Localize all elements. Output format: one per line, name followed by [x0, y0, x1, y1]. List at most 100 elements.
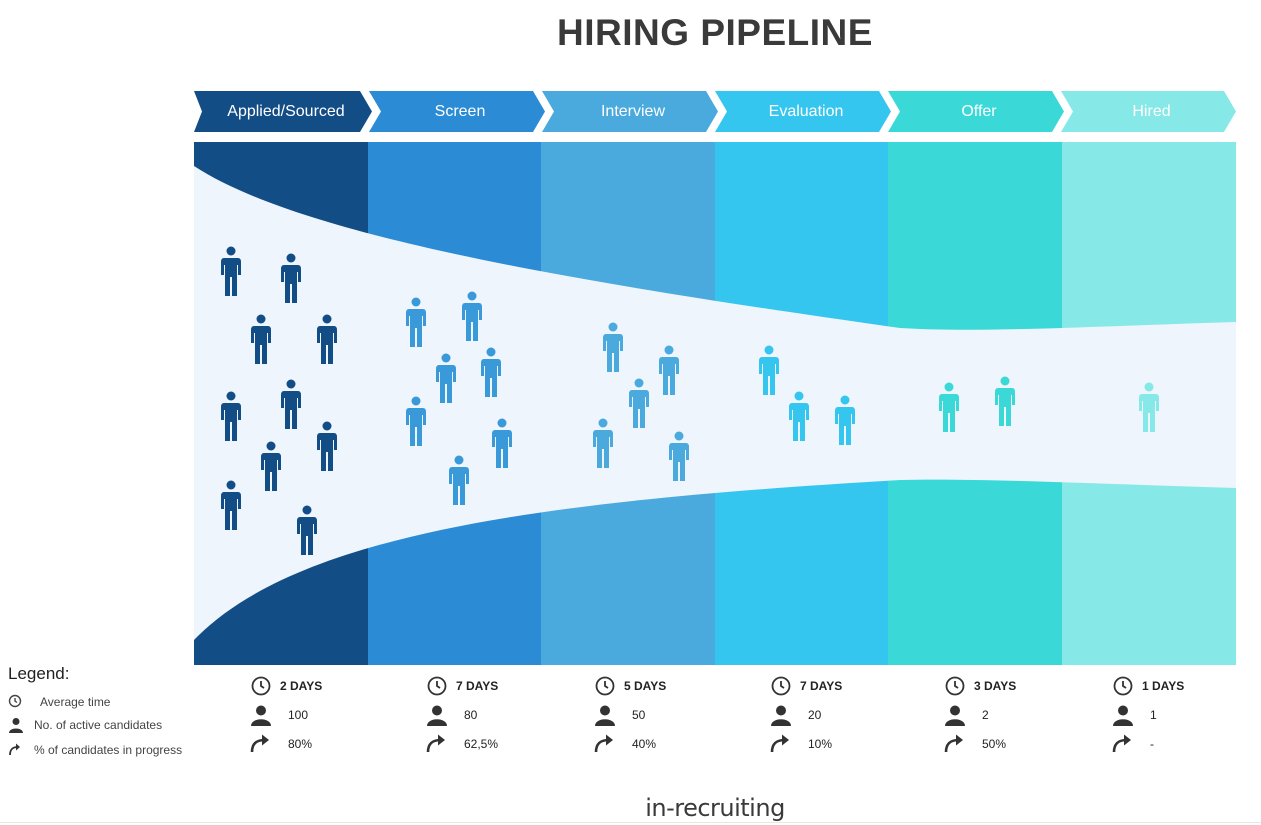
logo: in-recruiting [645, 794, 785, 822]
candidate-person-icon [436, 353, 456, 403]
candidate-person-icon [759, 345, 779, 395]
legend-title: Legend: [8, 664, 70, 683]
clock-icon [426, 675, 452, 697]
stat-progress: 80% [250, 733, 312, 755]
stage-arrow-screen: Screen [369, 91, 545, 132]
divider [0, 822, 1261, 823]
candidate-person-icon [481, 347, 501, 397]
page-title: HIRING PIPELINE [557, 12, 873, 53]
stat-value: 40% [632, 737, 657, 751]
person-icon [250, 704, 276, 726]
stat-value: 1 [1150, 708, 1157, 722]
candidate-person-icon [406, 297, 426, 347]
candidate-person-icon [593, 418, 613, 468]
stat-value: 80 [464, 708, 478, 722]
stage-label: Offer [961, 102, 997, 120]
stat-time: 7 DAYS [770, 675, 842, 697]
clock-icon [944, 675, 970, 697]
stage-arrow-hired: Hired [1061, 91, 1236, 132]
stage-label: Evaluation [768, 102, 844, 120]
candidate-person-icon [317, 421, 337, 471]
stat-value: 62,5% [464, 737, 499, 751]
stage-arrow-interview: Interview [542, 91, 718, 132]
clock-icon [594, 675, 620, 697]
candidate-person-icon [297, 505, 317, 555]
stat-value: 50% [982, 737, 1007, 751]
legend-text: No. of active candidates [34, 718, 163, 732]
stat-value: 1 DAYS [1142, 679, 1185, 693]
clock-icon [250, 675, 276, 697]
stat-progress: - [1112, 733, 1154, 755]
person-icon [770, 704, 796, 726]
stat-value: 20 [808, 708, 822, 722]
candidate-person-icon [221, 246, 241, 296]
stat-value: - [1150, 737, 1154, 751]
stat-value: 3 DAYS [974, 679, 1017, 693]
stage-label: Interview [600, 102, 666, 120]
candidate-person-icon [789, 391, 809, 441]
candidate-person-icon [317, 314, 337, 364]
stat-time: 1 DAYS [1112, 675, 1184, 697]
candidate-person-icon [659, 345, 679, 395]
candidate-person-icon [281, 253, 301, 303]
share-arrow-icon [594, 733, 620, 755]
share-arrow-icon [944, 733, 970, 755]
stat-active: 50 [594, 704, 645, 726]
clock-icon [770, 675, 796, 697]
stat-value: 5 DAYS [624, 679, 667, 693]
stage-label: Hired [1132, 102, 1171, 120]
candidate-person-icon [221, 480, 241, 530]
person-icon [426, 704, 452, 726]
person-icon [1112, 704, 1138, 726]
stat-progress: 62,5% [426, 733, 498, 755]
candidate-person-icon [629, 378, 649, 428]
candidate-person-icon [462, 291, 482, 341]
candidate-person-icon [1139, 382, 1159, 432]
stat-time: 7 DAYS [426, 675, 498, 697]
candidate-person-icon [251, 314, 271, 364]
candidate-person-icon [281, 379, 301, 429]
stat-value: 50 [632, 708, 646, 722]
stat-value: 7 DAYS [456, 679, 499, 693]
clock-icon [8, 694, 30, 711]
stat-active: 80 [426, 704, 477, 726]
share-arrow-icon [770, 733, 796, 755]
stat-active: 100 [250, 704, 308, 726]
legend-item-time: Average time [8, 694, 190, 711]
stat-value: 2 [982, 708, 989, 722]
candidate-person-icon [603, 322, 623, 372]
person-icon [594, 704, 620, 726]
legend-item-active: No. of active candidates [8, 717, 190, 736]
stage-label: Applied/Sourced [227, 102, 345, 120]
stat-active: 20 [770, 704, 821, 726]
candidate-person-icon [406, 396, 426, 446]
stat-value: 10% [808, 737, 833, 751]
stat-progress: 10% [770, 733, 832, 755]
stat-time: 5 DAYS [594, 675, 666, 697]
legend-text: Average time [40, 695, 111, 709]
candidate-person-icon [939, 382, 959, 432]
legend-text: % of candidates in progress [34, 743, 183, 757]
stat-value: 7 DAYS [800, 679, 843, 693]
stage-arrow-applied: Applied/Sourced [194, 91, 372, 132]
candidate-person-icon [221, 391, 241, 441]
stat-progress: 40% [594, 733, 656, 755]
stat-value: 80% [288, 737, 313, 751]
candidate-person-icon [261, 441, 281, 491]
candidate-person-icon [492, 418, 512, 468]
stat-progress: 50% [944, 733, 1006, 755]
stat-value: 2 DAYS [280, 679, 323, 693]
funnel-interior [194, 166, 1236, 640]
stat-time: 2 DAYS [250, 675, 322, 697]
legend: Legend: Average time No. of active candi… [8, 664, 190, 765]
share-arrow-icon [250, 733, 276, 755]
stat-active: 1 [1112, 704, 1157, 726]
stage-arrow-evaluation: Evaluation [715, 91, 891, 132]
person-icon [8, 717, 30, 736]
candidate-person-icon [449, 455, 469, 505]
clock-icon [1112, 675, 1138, 697]
stage-arrow-offer: Offer [888, 91, 1064, 132]
share-arrow-icon [8, 742, 30, 759]
share-arrow-icon [426, 733, 452, 755]
candidate-person-icon [835, 395, 855, 445]
